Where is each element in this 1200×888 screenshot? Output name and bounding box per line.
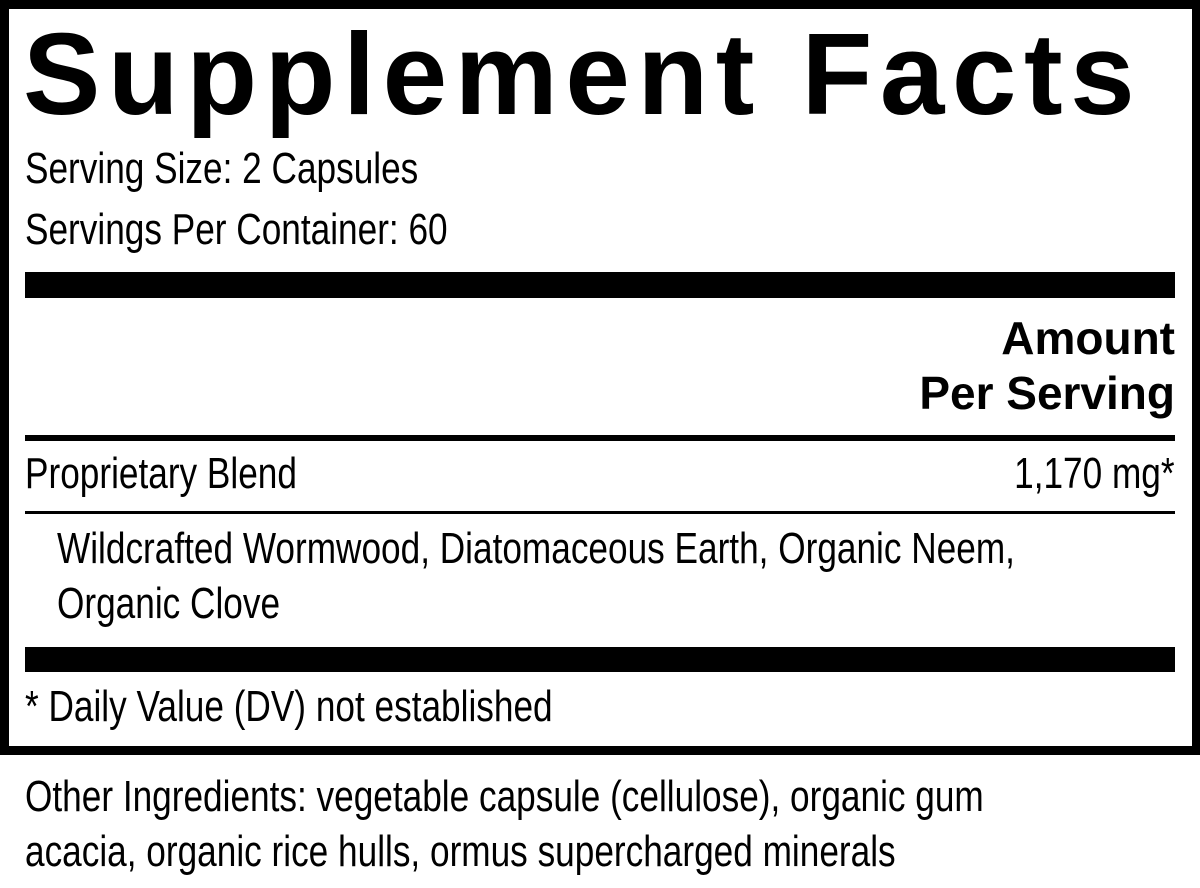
panel-title: Supplement Facts <box>23 9 1143 139</box>
serving-size: Serving Size: 2 Capsules <box>25 144 419 193</box>
blend-ingredients-cont: Organic Clove <box>57 579 281 628</box>
footnote: * Daily Value (DV) not established <box>25 682 553 731</box>
other-ingredients-cont: acacia, organic rice hulls, ormus superc… <box>25 827 896 876</box>
other-ingredients: Other Ingredients: vegetable capsule (ce… <box>25 772 984 821</box>
row-amount: 1,170 mg* <box>1014 449 1175 498</box>
supplement-facts-panel <box>0 0 1200 755</box>
thin-divider <box>25 511 1175 514</box>
row-name: Proprietary Blend <box>25 449 297 498</box>
blend-ingredients: Wildcrafted Wormwood, Diatomaceous Earth… <box>57 524 1015 573</box>
medium-divider <box>25 435 1175 441</box>
thick-divider <box>25 272 1175 298</box>
servings-per-container: Servings Per Container: 60 <box>25 205 448 254</box>
thick-divider-bottom <box>25 647 1175 672</box>
per-serving-header: Per Serving <box>919 367 1175 419</box>
amount-header: Amount <box>1001 312 1175 364</box>
